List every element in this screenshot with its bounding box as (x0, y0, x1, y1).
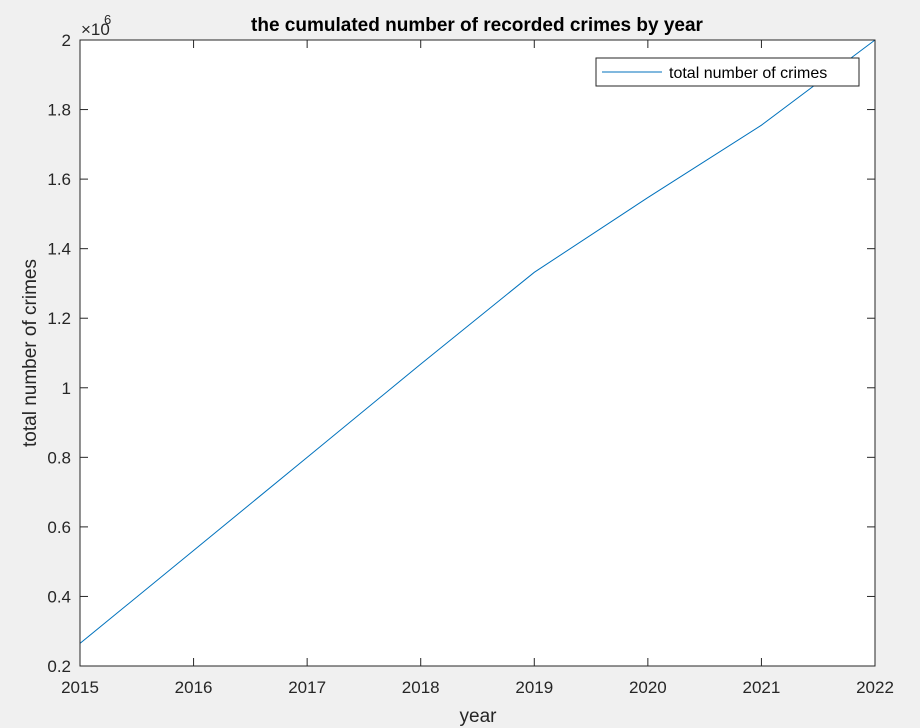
y-tick-label: 0.4 (47, 587, 71, 606)
x-tick-label: 2015 (61, 678, 99, 697)
x-tick-label: 2018 (402, 678, 440, 697)
y-tick-label: 0.8 (47, 448, 71, 467)
x-axis-ticks: 2015 2016 2017 2018 2019 2020 2021 2022 (61, 40, 894, 697)
x-tick-label: 2021 (743, 678, 781, 697)
y-tick-label: 0.2 (47, 657, 71, 676)
plot-area (80, 40, 875, 666)
x-tick-label: 2020 (629, 678, 667, 697)
plot-frame (79, 39, 876, 667)
y-tick-label: 1.6 (47, 170, 71, 189)
y-tick-label: 2 (62, 31, 71, 50)
y-axis-exponent-prefix: ×10 (81, 20, 110, 39)
y-axis-exponent-power: 6 (104, 12, 111, 27)
x-axis-label: year (460, 706, 498, 727)
y-axis-label: total number of crimes (20, 259, 41, 447)
x-tick-label: 2017 (288, 678, 326, 697)
y-tick-label: 1 (62, 379, 71, 398)
x-tick-label: 2016 (175, 678, 213, 697)
legend[interactable]: total number of crimes (595, 57, 860, 87)
series-line-total-number-of-crimes (79, 39, 876, 644)
chart-title: the cumulated number of recorded crimes … (251, 15, 704, 36)
x-tick-label: 2022 (856, 678, 894, 697)
y-axis-ticks: 0.2 0.4 0.6 0.8 1 1.2 1.4 1.6 1.8 2 (47, 31, 875, 676)
y-tick-label: 1.4 (47, 240, 71, 259)
legend-entry-label: total number of crimes (669, 65, 827, 82)
y-tick-label: 0.6 (47, 518, 71, 537)
series-layer (79, 39, 876, 644)
y-tick-label: 1.8 (47, 101, 71, 120)
x-tick-label: 2019 (515, 678, 553, 697)
y-tick-label: 1.2 (47, 309, 71, 328)
